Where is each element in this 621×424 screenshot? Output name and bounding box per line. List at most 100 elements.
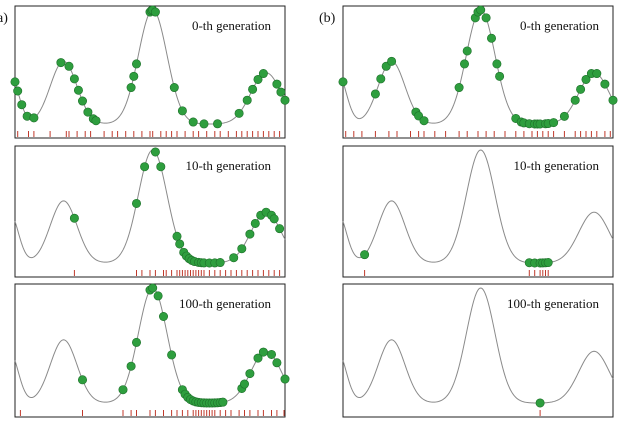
individual-point xyxy=(570,95,580,105)
individual-point xyxy=(240,379,250,389)
chart-panel: 10-th generation xyxy=(14,145,286,278)
panel-frame xyxy=(342,145,614,278)
individual-point xyxy=(549,118,559,128)
individual-point xyxy=(169,83,179,93)
panel-label-b: (b) xyxy=(319,11,336,26)
panel-title: 10-th generation xyxy=(185,158,271,173)
panel-frame xyxy=(14,5,286,139)
panel-title: 0-th generation xyxy=(520,18,600,33)
individual-point xyxy=(592,69,602,79)
individual-point xyxy=(245,229,255,239)
individual-point xyxy=(118,385,128,395)
individual-point xyxy=(17,100,27,110)
individual-point xyxy=(140,162,150,172)
individual-point xyxy=(462,46,472,56)
individual-point xyxy=(535,398,545,408)
individual-point xyxy=(177,106,187,116)
individual-point xyxy=(126,83,136,93)
individual-point xyxy=(338,77,348,87)
individual-point xyxy=(150,147,160,157)
individual-point xyxy=(73,85,83,95)
chart-panel: 100-th generation xyxy=(14,283,290,418)
individual-point xyxy=(69,213,79,223)
individual-point xyxy=(245,369,255,379)
individual-point xyxy=(258,347,268,357)
individual-point xyxy=(126,361,136,371)
individual-point xyxy=(486,33,496,43)
chart-panel: 0-th generation xyxy=(10,5,290,139)
fitness-curve xyxy=(342,287,614,404)
individual-point xyxy=(167,350,177,360)
individual-point xyxy=(250,218,260,228)
individual-point xyxy=(69,74,79,84)
individual-point xyxy=(156,162,166,172)
individual-point xyxy=(78,375,88,385)
individual-point xyxy=(481,13,491,23)
panel-frame xyxy=(342,283,614,418)
individual-point xyxy=(581,74,591,84)
chart-panel: 10-th generation xyxy=(342,145,614,278)
individual-point xyxy=(269,214,279,224)
individual-point xyxy=(253,353,263,363)
individual-point xyxy=(253,74,263,84)
individual-point xyxy=(454,83,464,93)
panel-title: 0-th generation xyxy=(192,18,272,33)
individual-point xyxy=(150,7,160,17)
individual-point xyxy=(64,61,74,71)
individual-point xyxy=(280,374,290,384)
individual-point xyxy=(266,349,276,359)
individual-point xyxy=(272,358,282,368)
individual-point xyxy=(492,59,502,69)
individual-point xyxy=(56,58,66,68)
panel-frame xyxy=(14,145,286,278)
individual-point xyxy=(199,119,209,129)
individual-point xyxy=(172,231,182,241)
individual-point xyxy=(218,397,228,407)
individual-point xyxy=(280,95,290,105)
individual-point xyxy=(10,77,20,87)
individual-point xyxy=(153,291,163,301)
individual-point xyxy=(132,337,142,347)
individual-point xyxy=(234,108,244,118)
individual-point xyxy=(459,59,469,69)
individual-point xyxy=(576,84,586,94)
individual-point xyxy=(29,113,39,123)
individual-point xyxy=(215,258,225,268)
individual-point xyxy=(13,86,23,96)
individual-point xyxy=(476,5,486,15)
individual-point xyxy=(360,250,370,260)
individual-point xyxy=(608,95,618,105)
individual-point xyxy=(229,253,239,263)
individual-point xyxy=(148,283,158,293)
individual-point xyxy=(370,89,380,99)
individual-point xyxy=(129,71,139,81)
individual-point xyxy=(175,239,185,249)
individual-point xyxy=(258,69,268,79)
individual-point xyxy=(272,79,282,89)
individual-point xyxy=(91,116,101,126)
chart-panel: 0-th generation xyxy=(338,5,618,139)
individual-point xyxy=(248,84,258,94)
individual-point xyxy=(213,119,223,129)
panel-title: 100-th generation xyxy=(179,296,272,311)
individual-point xyxy=(276,87,286,97)
individual-point xyxy=(132,59,142,69)
individual-point xyxy=(78,96,88,106)
panel-frame xyxy=(342,5,614,139)
panel-title: 100-th generation xyxy=(507,296,600,311)
panel-title: 10-th generation xyxy=(513,158,599,173)
individual-point xyxy=(83,107,93,117)
panel-label-a: a) xyxy=(0,11,8,26)
individual-point xyxy=(495,71,505,81)
individual-point xyxy=(543,258,553,268)
individual-point xyxy=(419,116,429,126)
individual-point xyxy=(159,311,169,321)
fitness-curve xyxy=(342,149,614,264)
individual-point xyxy=(188,117,198,127)
individual-point xyxy=(376,74,386,84)
individual-point xyxy=(237,244,247,254)
individual-point xyxy=(132,198,142,208)
individual-point xyxy=(559,111,569,121)
panel-frame xyxy=(14,283,286,418)
